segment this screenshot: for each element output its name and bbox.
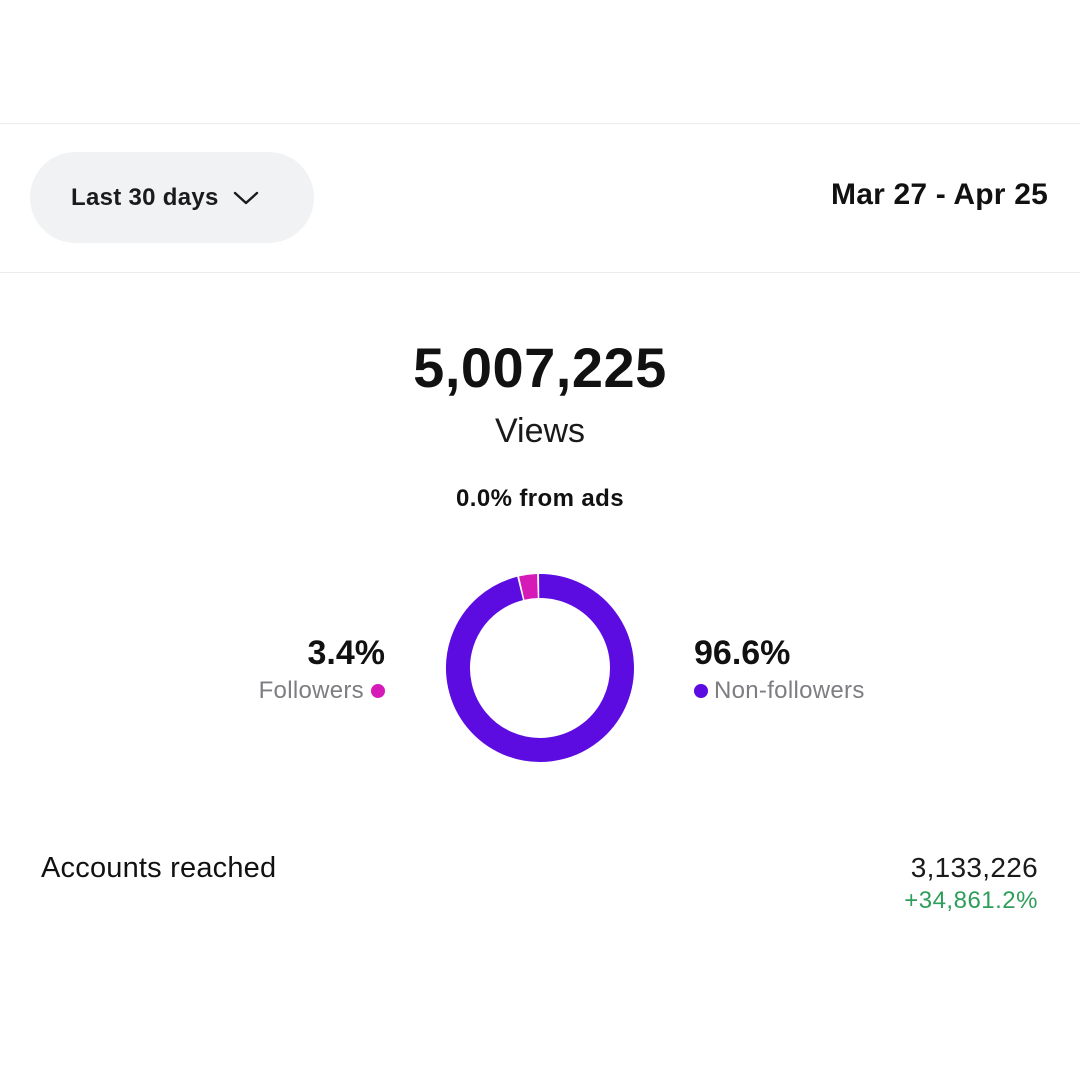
audience-donut-chart xyxy=(446,574,634,762)
non-followers-legend-row: Non-followers xyxy=(694,674,865,708)
followers-percentage: 3.4% xyxy=(307,634,386,672)
date-range-text: Mar 27 - Apr 25 xyxy=(831,178,1048,211)
date-range-dropdown[interactable]: Last 30 days xyxy=(30,152,314,243)
accounts-reached-value: 3,133,226 xyxy=(910,852,1038,883)
top-divider xyxy=(0,123,1080,124)
chevron-down-icon xyxy=(233,191,258,204)
followers-label: Followers xyxy=(258,677,364,704)
non-followers-label: Non-followers xyxy=(714,677,865,704)
accounts-reached-label: Accounts reached xyxy=(41,852,277,884)
followers-color-dot xyxy=(371,684,385,698)
accounts-reached-change: +34,861.2% xyxy=(904,887,1038,914)
views-label: Views xyxy=(494,412,586,450)
ads-share-text: 0.0% from ads xyxy=(456,485,624,512)
date-range-dropdown-label: Last 30 days xyxy=(71,183,219,211)
followers-legend: 3.4% Followers xyxy=(259,632,385,708)
donut-slice-non-followers xyxy=(446,574,634,762)
non-followers-percentage: 96.6% xyxy=(694,634,791,672)
header-divider xyxy=(0,272,1080,273)
views-total: 5,007,225 xyxy=(413,336,667,399)
non-followers-legend: 96.6% Non-followers xyxy=(694,632,865,708)
followers-legend-row: Followers xyxy=(259,674,385,708)
donut-slice-followers xyxy=(519,574,539,600)
non-followers-color-dot xyxy=(694,684,708,698)
